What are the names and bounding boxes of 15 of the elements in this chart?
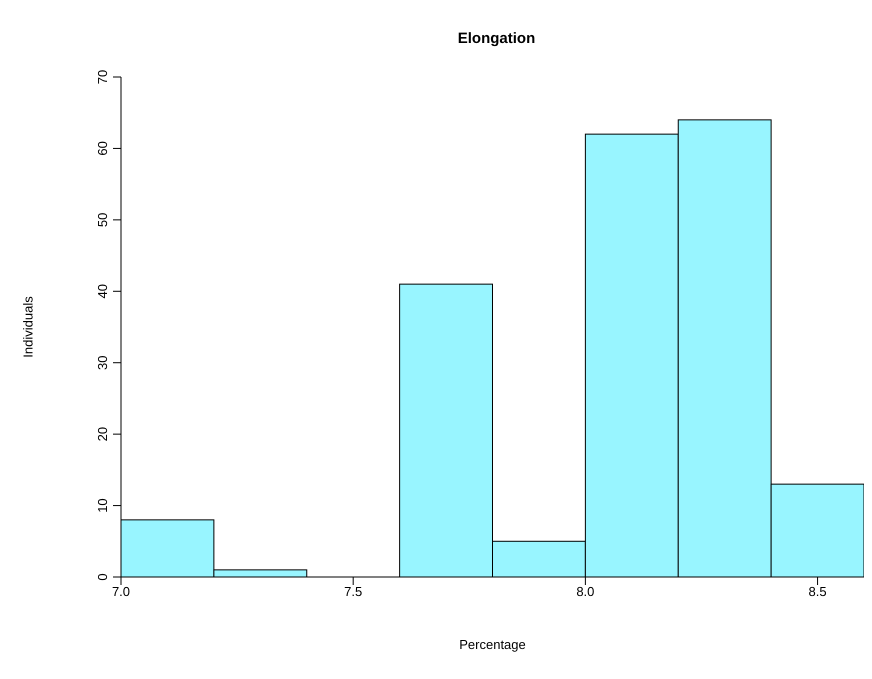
y-tick-label: 20 (95, 426, 110, 442)
y-tick-label: 70 (95, 70, 110, 84)
x-tick-label: 8.0 (576, 584, 594, 600)
y-tick-label: 30 (95, 355, 110, 370)
y-axis-title: Individuals (20, 296, 36, 358)
x-axis-title: Percentage (459, 637, 526, 652)
y-tick-label: 40 (95, 284, 110, 299)
y-tick-label: 50 (95, 212, 110, 228)
chart-title: Elongation (456, 30, 536, 47)
x-tick-label: 7.0 (112, 584, 130, 600)
y-tick-label: 60 (95, 141, 110, 156)
x-tick-label: 8.5 (808, 584, 827, 600)
x-tick-label: 7.5 (344, 584, 362, 600)
y-tick-label: 0 (95, 573, 110, 581)
y-tick-label: 10 (95, 498, 110, 513)
